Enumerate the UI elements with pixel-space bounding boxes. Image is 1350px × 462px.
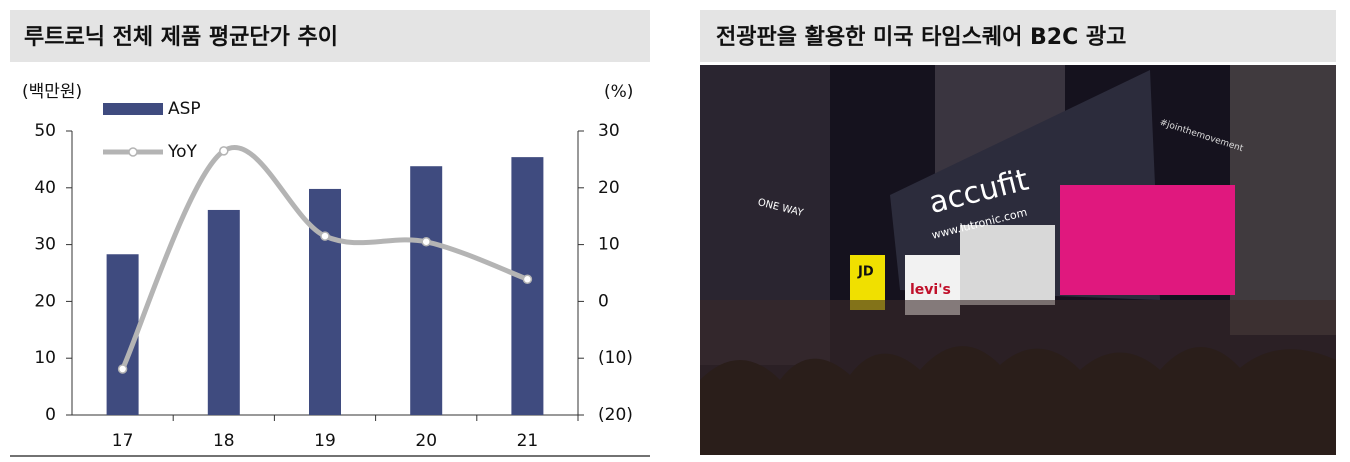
title-band (700, 10, 1336, 62)
y-tick-label: 40 (34, 178, 56, 198)
screen (960, 225, 1055, 305)
bar (207, 209, 240, 415)
y2-tick-label: (10) (598, 348, 633, 368)
line-point (117, 364, 128, 374)
legend-label: ASP (168, 99, 201, 119)
line-point (522, 274, 533, 284)
line-point (320, 231, 330, 241)
y-tick-label: 30 (34, 235, 56, 255)
y-axis-label: (백만원) (22, 82, 82, 102)
y2-tick-label: 0 (598, 291, 609, 311)
y-tick-label: 50 (34, 121, 56, 141)
bar (309, 188, 341, 415)
y2-tick-label: 10 (598, 235, 620, 255)
y2-tick-label: (20) (598, 405, 633, 425)
x-tick-label: 21 (517, 431, 539, 451)
photo: accufit www.lutronic.com levi's ONE WAY … (700, 65, 1336, 455)
legend-swatch (128, 147, 138, 157)
y-tick-label: 20 (34, 291, 56, 311)
bar (106, 254, 139, 415)
line-point (421, 237, 431, 247)
building (1230, 65, 1336, 335)
y2-tick-label: 20 (598, 178, 620, 198)
photo-title: 전광판을 활용한 미국 타임스퀘어 B2C 광고 (716, 25, 1126, 50)
legend-label: YoY (167, 142, 198, 162)
x-tick-label: 18 (213, 431, 235, 451)
bar (410, 166, 443, 415)
y2-axis-label: (%) (604, 82, 633, 102)
crowd (700, 346, 1336, 455)
x-tick-label: 17 (112, 431, 134, 451)
sign-text: JD (857, 265, 874, 280)
x-tick-label: 19 (314, 431, 336, 451)
sign-text: levi's (910, 282, 951, 298)
line-point (219, 146, 229, 156)
y-tick-label: 10 (34, 348, 56, 368)
y2-tick-label: 30 (598, 121, 620, 141)
line (120, 145, 529, 371)
y-tick-label: 0 (45, 405, 56, 425)
title-band (10, 10, 650, 62)
pink-screen (1060, 185, 1235, 295)
x-tick-label: 20 (415, 431, 437, 451)
legend-swatch (103, 103, 163, 115)
chart-title: 루트로닉 전체 제품 평균단가 추이 (24, 25, 338, 50)
bar (511, 157, 544, 416)
